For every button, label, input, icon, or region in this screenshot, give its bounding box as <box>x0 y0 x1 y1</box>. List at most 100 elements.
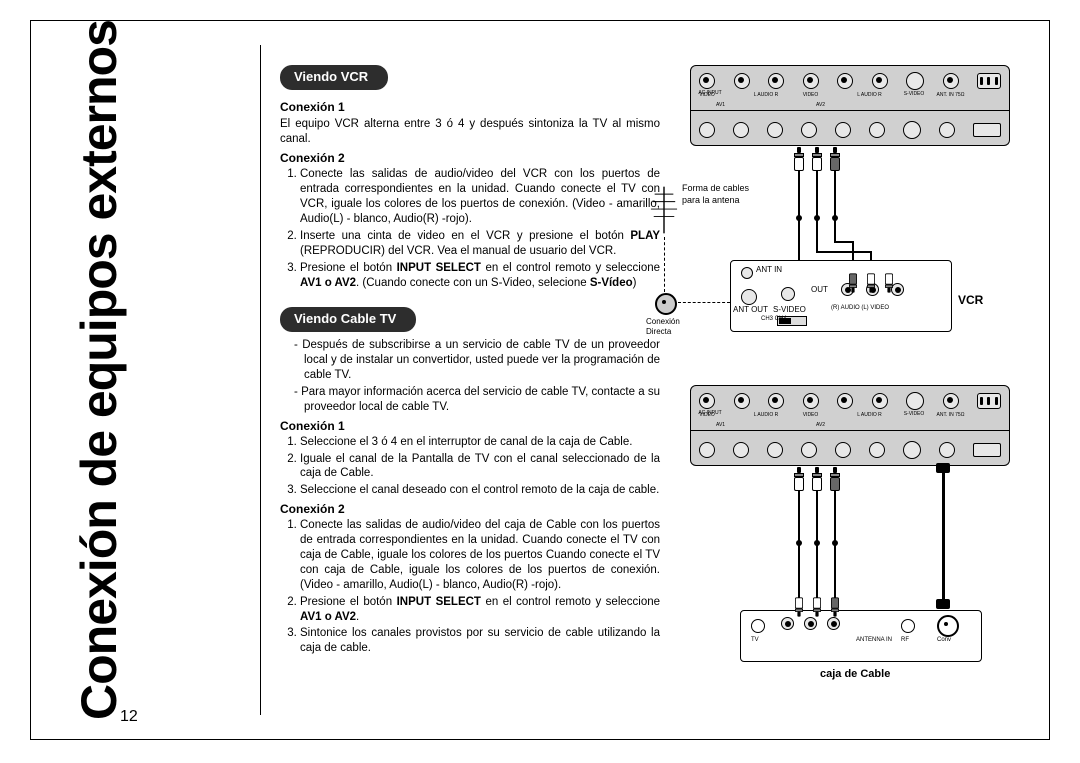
port <box>767 442 783 458</box>
port: S-VIDEO <box>906 392 924 410</box>
port <box>827 617 840 630</box>
port <box>741 267 753 279</box>
list-item: Inserte una cinta de video en el VCR y p… <box>300 229 660 259</box>
cable-box-label: caja de Cable <box>820 667 890 681</box>
plug <box>794 467 804 491</box>
port-ant: ANT. IN 75Ω <box>943 73 959 89</box>
port <box>937 615 959 637</box>
list-item: Conecte las salidas de audio/video del V… <box>300 167 660 227</box>
port <box>973 443 1001 457</box>
port <box>835 122 851 138</box>
lbl: AV2 <box>816 422 825 429</box>
side-title: Conexión de equipos externos <box>70 20 128 720</box>
plug <box>813 597 821 616</box>
dash-item: - Para mayor información acerca del serv… <box>294 385 660 415</box>
wire <box>834 491 836 601</box>
list-item: Seleccione el canal deseado con el contr… <box>300 483 660 498</box>
port: ANT. IN 75Ω <box>943 393 959 409</box>
lbl: S-VIDEO <box>773 305 806 315</box>
section2-text: - Después de subscribirse a un servicio … <box>280 338 660 656</box>
section-pill-cable: Viendo Cable TV <box>280 307 416 332</box>
lbl: TV <box>751 637 759 645</box>
plug <box>812 467 822 491</box>
plug <box>867 273 875 292</box>
conn-directa: Conexión Directa <box>646 317 680 338</box>
av2-label: AV2 <box>816 102 825 109</box>
list-item: Sintonice los canales provistos por su s… <box>300 626 660 656</box>
port-video: VIDEO <box>699 73 715 89</box>
port <box>781 617 794 630</box>
port <box>751 619 765 633</box>
port: L AUDIO R <box>768 393 784 409</box>
dashed-wire <box>664 237 665 292</box>
plug-white <box>812 147 822 171</box>
port: L AUDIO R <box>872 393 888 409</box>
port <box>781 287 795 301</box>
lbl: ANT OUT <box>733 305 768 315</box>
port <box>869 442 885 458</box>
lbl: (R) AUDIO (L) VIDEO <box>831 305 889 313</box>
wire-coax <box>942 467 945 602</box>
sub-conexion2: Conexión 2 <box>280 151 660 167</box>
tv-panel-bot2 <box>690 431 1010 466</box>
wire <box>816 251 870 253</box>
plug-yellow <box>794 147 804 171</box>
vcr-label: VCR <box>958 293 983 309</box>
plug-red <box>830 147 840 171</box>
content-area: Viendo VCR Conexión 1 El equipo VCR alte… <box>280 65 1020 658</box>
lbl: ANTENNA IN <box>856 637 892 645</box>
wire <box>816 171 818 251</box>
port <box>741 289 757 305</box>
diagram-vcr: VIDEO L AUDIO R VIDEO L AUDIO R S-VIDEO … <box>690 65 1010 146</box>
port <box>903 441 921 459</box>
tv-panel-bot <box>690 111 1010 146</box>
port <box>699 122 715 138</box>
lbl: CH3 CH4 <box>761 316 787 324</box>
port <box>734 393 750 409</box>
diagram-cable: VIDEO L AUDIO R VIDEO L AUDIO R S-VIDEO … <box>690 385 1010 466</box>
dashed-wire <box>678 302 730 303</box>
wire <box>834 171 836 241</box>
port: VIDEO <box>699 393 715 409</box>
wire <box>798 491 800 601</box>
port-vga <box>973 123 1001 137</box>
port <box>733 442 749 458</box>
port <box>767 122 783 138</box>
tv-panel-top2: VIDEO L AUDIO R VIDEO L AUDIO R S-VIDEO … <box>690 385 1010 431</box>
lbl: AV1 <box>716 422 725 429</box>
lbl: OUT <box>811 285 828 295</box>
port <box>837 393 853 409</box>
page-number: 12 <box>120 708 138 726</box>
node <box>832 215 838 221</box>
list-item: Seleccione el 3 ó 4 en el interruptor de… <box>300 435 660 450</box>
s1-p1: El equipo VCR alterna entre 3 ó 4 y desp… <box>280 117 660 147</box>
lbl: RF <box>901 637 909 645</box>
plug <box>831 597 839 616</box>
port-audio-r: L AUDIO R <box>768 73 784 89</box>
node <box>814 540 820 546</box>
sub-c1: Conexión 1 <box>280 419 660 435</box>
vcr-box: ANT IN ANT OUT S-VIDEO OUT CH3 CH4 (R) A… <box>730 260 952 332</box>
port <box>835 442 851 458</box>
section1-text: Conexión 1 El equipo VCR alterna entre 3… <box>280 100 660 291</box>
list-item: Conecte las salidas de audio/video del c… <box>300 518 660 593</box>
port <box>869 122 885 138</box>
port-video2: VIDEO <box>803 73 819 89</box>
port-ac: AC INPUT <box>977 73 1001 89</box>
plug <box>830 467 840 491</box>
tv-panel-top: VIDEO L AUDIO R VIDEO L AUDIO R S-VIDEO … <box>690 65 1010 111</box>
port <box>801 122 817 138</box>
port-audio-l <box>734 73 750 89</box>
coax-icon <box>655 293 677 315</box>
port <box>801 442 817 458</box>
s2-list2: Conecte las salidas de audio/video del c… <box>280 518 660 656</box>
sub-c2: Conexión 2 <box>280 502 660 518</box>
dash-list: - Después de subscribirse a un servicio … <box>280 338 660 415</box>
port-row: VIDEO L AUDIO R VIDEO L AUDIO R S-VIDEO … <box>699 72 1001 90</box>
s2-list1: Seleccione el 3 ó 4 en el interruptor de… <box>280 435 660 499</box>
section-pill-vcr: Viendo VCR <box>280 65 388 90</box>
node <box>814 215 820 221</box>
port <box>939 442 955 458</box>
port-row-bot <box>699 121 1001 139</box>
plug <box>849 273 857 292</box>
